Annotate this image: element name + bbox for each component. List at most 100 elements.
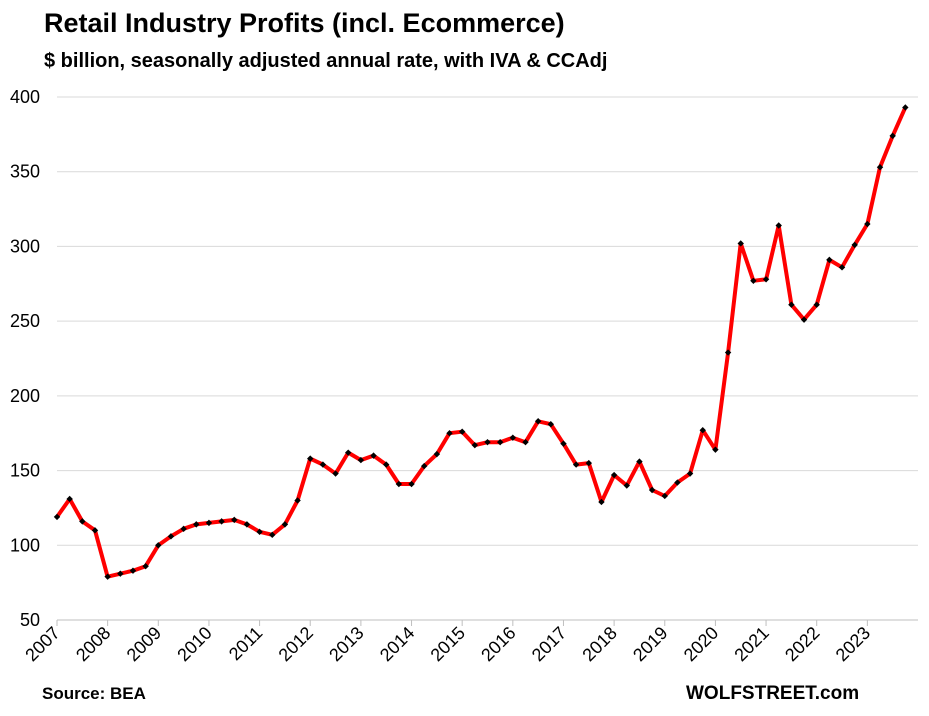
- x-tick-label: 2015: [427, 623, 469, 665]
- data-point: [724, 349, 732, 356]
- data-point: [522, 438, 529, 446]
- data-point: [737, 240, 744, 247]
- data-point: [560, 440, 567, 447]
- data-point: [420, 462, 428, 470]
- x-tick-label: 2009: [123, 623, 165, 665]
- data-point: [648, 486, 656, 494]
- data-point: [674, 479, 681, 486]
- data-point: [699, 427, 706, 434]
- source-note: Source: BEA: [42, 684, 146, 703]
- data-point: [547, 421, 555, 428]
- data-point: [256, 528, 263, 536]
- data-point: [91, 527, 99, 534]
- data-point: [458, 428, 466, 435]
- chart-title: Retail Industry Profits (incl. Ecommerce…: [44, 8, 565, 38]
- x-tick-label: 2021: [730, 623, 772, 665]
- data-point: [889, 132, 896, 140]
- data-point: [345, 449, 352, 456]
- data-point: [598, 498, 605, 506]
- data-point: [433, 450, 441, 458]
- data-point: [762, 276, 770, 283]
- data-point: [636, 458, 643, 465]
- x-tick-label: 2020: [680, 623, 722, 665]
- data-point: [167, 533, 175, 540]
- series-line: [55, 105, 908, 579]
- x-tick-label: 2013: [325, 623, 367, 665]
- data-point: [104, 573, 111, 580]
- y-tick-label: 250: [10, 311, 40, 331]
- data-point: [902, 104, 909, 111]
- y-tick-label: 200: [10, 386, 40, 406]
- data-point: [446, 430, 453, 437]
- data-point: [395, 480, 403, 488]
- data-point: [788, 301, 795, 308]
- y-tick-label: 100: [10, 535, 40, 555]
- data-point: [864, 220, 871, 228]
- data-point: [180, 525, 187, 533]
- data-point: [357, 456, 365, 464]
- y-tick-label: 50: [20, 610, 40, 630]
- data-point: [661, 492, 668, 500]
- data-point: [750, 277, 757, 284]
- data-point: [117, 570, 124, 577]
- y-tick-label: 400: [10, 87, 40, 107]
- data-point: [851, 241, 858, 249]
- data-point: [307, 455, 314, 462]
- data-point: [193, 521, 200, 528]
- y-tick-label: 300: [10, 236, 40, 256]
- data-point: [218, 518, 225, 525]
- x-tick-label: 2022: [781, 623, 823, 665]
- data-point: [129, 567, 137, 574]
- data-point: [231, 516, 238, 524]
- x-tick-label: 2017: [528, 623, 570, 665]
- data-point: [205, 519, 213, 527]
- data-point: [66, 495, 73, 503]
- x-tick-label: 2023: [832, 623, 874, 665]
- data-point: [484, 438, 491, 446]
- data-point: [876, 164, 884, 171]
- chart-subtitle: $ billion, seasonally adjusted annual ra…: [44, 50, 608, 72]
- data-point: [585, 459, 592, 467]
- data-point: [53, 513, 61, 521]
- data-point: [534, 418, 542, 425]
- x-tick-label: 2008: [72, 623, 114, 665]
- x-tick-label: 2014: [376, 623, 418, 665]
- data-point: [826, 256, 833, 264]
- data-point: [294, 497, 301, 504]
- x-tick-label: 2019: [629, 623, 671, 665]
- data-point: [319, 461, 327, 468]
- data-point: [496, 438, 504, 446]
- y-axis: 50 100 150 200 250 300 350 400: [10, 87, 40, 630]
- x-axis: 2007 2008 2009 2010 2011 2012 2013 2014 2015 2016…: [21, 619, 918, 665]
- gridlines: [57, 96, 918, 621]
- data-point: [712, 446, 719, 453]
- y-tick-label: 150: [10, 461, 40, 481]
- series-profits: [55, 105, 908, 579]
- credit-note: WOLFSTREET.com: [686, 683, 860, 704]
- data-point: [509, 434, 517, 441]
- data-point: [142, 563, 149, 570]
- data-point: [370, 452, 377, 459]
- data-markers: [53, 104, 909, 580]
- data-point: [686, 470, 694, 477]
- y-tick-label: 350: [10, 162, 40, 182]
- data-point: [572, 461, 580, 468]
- x-tick-label: 2016: [477, 623, 519, 665]
- x-tick-label: 2011: [225, 623, 267, 665]
- data-point: [383, 461, 390, 468]
- data-point: [800, 316, 808, 323]
- data-point: [79, 518, 86, 525]
- data-point: [775, 222, 782, 229]
- data-point: [243, 521, 251, 528]
- x-tick-label: 2018: [578, 623, 620, 665]
- data-point: [610, 471, 618, 479]
- data-point: [281, 521, 289, 528]
- data-point: [269, 531, 276, 539]
- x-tick-label: 2012: [275, 623, 317, 665]
- data-point: [813, 301, 820, 308]
- data-point: [332, 470, 339, 477]
- data-point: [838, 264, 846, 271]
- data-point: [623, 482, 630, 489]
- data-point: [155, 542, 162, 549]
